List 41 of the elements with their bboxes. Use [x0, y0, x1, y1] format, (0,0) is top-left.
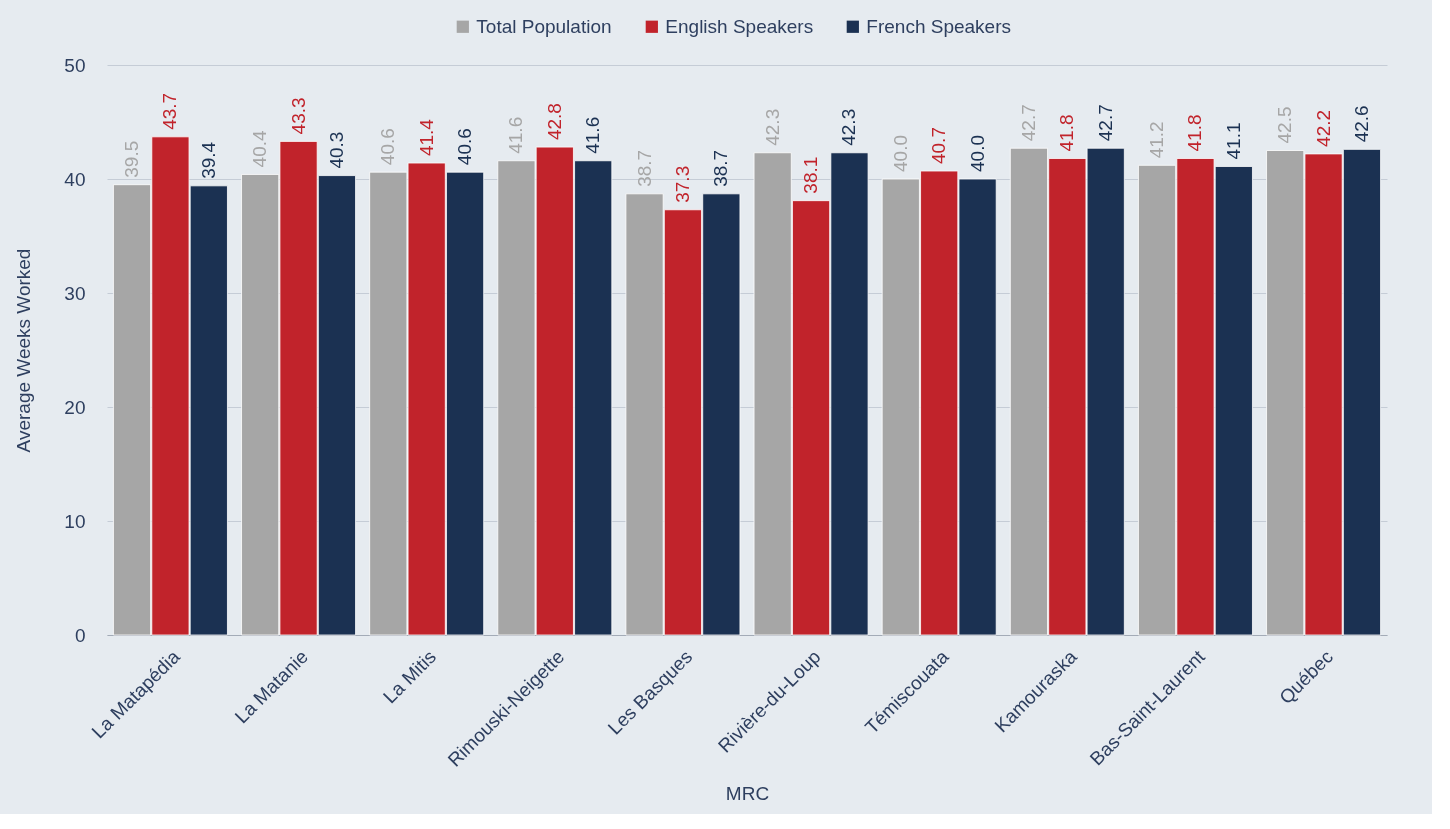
- data-label: 41.1: [1222, 122, 1244, 160]
- legend-label: French Speakers: [866, 15, 1012, 37]
- data-label: 38.1: [800, 156, 822, 194]
- legend-label: English Speakers: [665, 15, 814, 37]
- data-label: 38.7: [633, 149, 655, 187]
- y-tick-label: 20: [64, 396, 86, 418]
- data-label: 40.7: [928, 127, 950, 165]
- data-label: 42.6: [1350, 105, 1372, 143]
- y-tick-label: 40: [64, 168, 86, 190]
- data-label: 40.0: [966, 135, 988, 172]
- data-label: 40.6: [377, 128, 399, 166]
- y-axis-title: Average Weeks Worked: [13, 248, 35, 453]
- legend-label: Total Population: [476, 15, 612, 37]
- data-label: 42.7: [1094, 104, 1116, 142]
- y-tick-label: 10: [64, 510, 86, 532]
- data-label: 41.6: [582, 116, 604, 154]
- data-label: 40.0: [889, 135, 911, 172]
- data-label: 43.3: [287, 97, 309, 135]
- data-label: 41.8: [1184, 114, 1206, 152]
- data-label: 41.4: [415, 118, 437, 157]
- data-label: 42.3: [838, 108, 860, 146]
- data-label: 38.7: [710, 149, 732, 187]
- data-label: 37.3: [671, 165, 693, 203]
- data-label: 40.4: [249, 130, 271, 168]
- data-label: 42.2: [1312, 109, 1334, 147]
- data-label: 42.7: [1017, 104, 1039, 142]
- y-tick-label: 30: [64, 282, 86, 304]
- x-axis-title: MRC: [725, 782, 770, 804]
- data-label: 39.4: [197, 141, 219, 179]
- y-tick-label: 50: [64, 54, 86, 76]
- data-label: 41.8: [1056, 114, 1078, 152]
- data-label: 40.6: [454, 128, 476, 166]
- y-tick-label: 0: [74, 624, 86, 646]
- data-label: 41.6: [505, 116, 527, 154]
- data-label: 42.8: [543, 103, 565, 141]
- data-label: 43.7: [159, 92, 181, 130]
- data-label: 42.3: [761, 108, 783, 146]
- data-label: 40.3: [325, 131, 347, 169]
- data-label: 39.5: [121, 140, 143, 178]
- data-label: 42.5: [1274, 106, 1296, 144]
- data-label: 41.2: [1146, 121, 1168, 159]
